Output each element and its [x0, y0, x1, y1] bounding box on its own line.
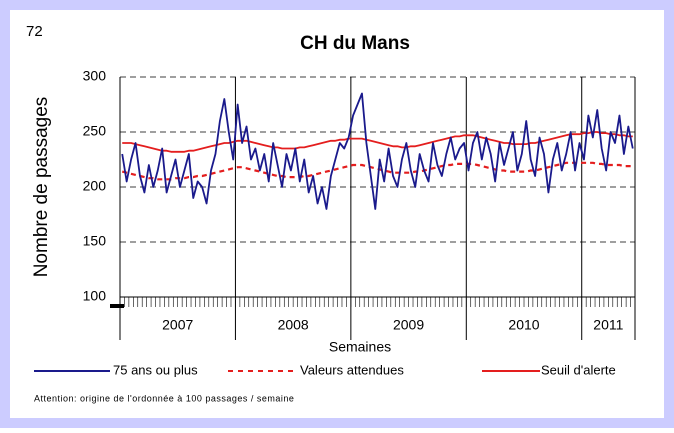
series-line	[121, 92, 634, 210]
legend-label: Valeurs attendues	[300, 362, 404, 377]
x-tick-label: 2008	[278, 317, 309, 333]
panel	[10, 10, 664, 418]
x-axis-label: Semaines	[329, 339, 391, 355]
x-tick-label: 2011	[593, 317, 623, 333]
y-tick-label: 150	[83, 233, 107, 249]
series-line	[122, 131, 633, 153]
y-tick-label: 300	[83, 68, 107, 84]
y-tick-label: 250	[83, 123, 107, 139]
chart-title: CH du Mans	[300, 33, 410, 54]
axis-marker	[110, 304, 124, 308]
legend-label: Seuil d'alerte	[541, 362, 616, 377]
x-tick-label: 2010	[508, 317, 539, 333]
y-tick-label: 100	[83, 288, 107, 304]
legend-label: 75 ans ou plus	[113, 362, 198, 377]
y-tick-label: 200	[83, 178, 107, 194]
series-line	[121, 161, 633, 181]
x-tick-label: 2009	[393, 317, 424, 333]
y-axis-label: Nombre de passages	[31, 97, 52, 278]
page-number: 72	[26, 23, 43, 40]
x-tick-label: 2007	[162, 317, 193, 333]
note: Attention: origine de l'ordonnée à 100 p…	[34, 393, 294, 403]
